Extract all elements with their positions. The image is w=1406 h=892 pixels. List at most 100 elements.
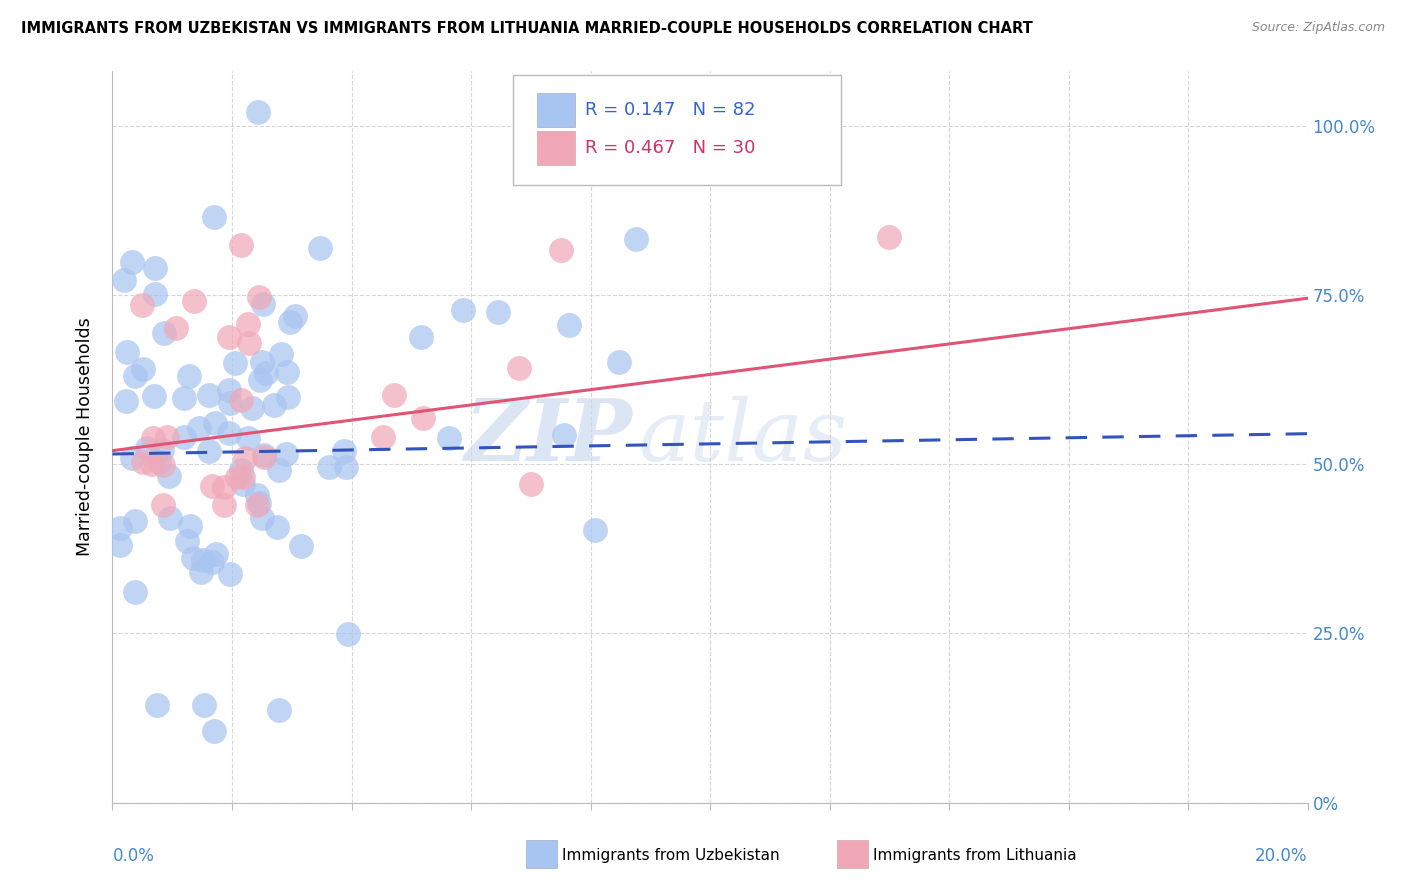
Point: [236, 317, 259, 331]
Point: [278, 315, 301, 329]
Point: [190, 566, 212, 580]
Point: [318, 460, 340, 475]
FancyBboxPatch shape: [537, 94, 575, 127]
Point: [254, 367, 277, 381]
Point: [201, 479, 224, 493]
Point: [173, 391, 195, 405]
Point: [250, 354, 273, 368]
Point: [232, 470, 254, 484]
Point: [333, 444, 356, 458]
Point: [276, 447, 298, 461]
Point: [409, 330, 432, 344]
Text: 20.0%: 20.0%: [1256, 847, 1308, 864]
Text: ZIP: ZIP: [464, 395, 633, 479]
Point: [336, 627, 359, 641]
Point: [879, 230, 901, 244]
Point: [373, 430, 395, 444]
Point: [218, 396, 240, 410]
Point: [253, 450, 276, 464]
Point: [232, 477, 254, 491]
Point: [148, 455, 170, 469]
FancyBboxPatch shape: [537, 131, 575, 165]
Point: [212, 480, 235, 494]
Point: [488, 305, 510, 319]
Point: [142, 389, 165, 403]
Point: [218, 426, 240, 441]
Text: Immigrants from Uzbekistan: Immigrants from Uzbekistan: [562, 848, 779, 863]
Point: [202, 724, 225, 739]
Point: [157, 469, 180, 483]
Point: [624, 232, 647, 246]
Point: [142, 431, 165, 445]
Point: [121, 451, 143, 466]
Point: [270, 347, 292, 361]
Point: [212, 498, 235, 512]
Point: [146, 698, 169, 713]
Point: [132, 361, 155, 376]
Point: [143, 286, 166, 301]
Point: [204, 416, 226, 430]
Point: [124, 585, 146, 599]
Point: [136, 441, 159, 455]
Point: [193, 698, 215, 713]
Point: [132, 454, 155, 468]
Point: [247, 496, 270, 510]
Point: [544, 105, 567, 120]
Text: R = 0.467   N = 30: R = 0.467 N = 30: [585, 139, 755, 157]
Text: Immigrants from Lithuania: Immigrants from Lithuania: [873, 848, 1076, 863]
Point: [382, 388, 405, 402]
Point: [247, 105, 270, 120]
Point: [236, 431, 259, 445]
Point: [225, 470, 247, 484]
Point: [247, 290, 270, 304]
Point: [115, 345, 138, 359]
Point: [202, 210, 225, 224]
Point: [152, 498, 174, 512]
Point: [453, 302, 475, 317]
Point: [284, 309, 307, 323]
Point: [114, 393, 136, 408]
Point: [263, 398, 285, 412]
Point: [201, 555, 224, 569]
Point: [277, 390, 299, 404]
Point: [108, 538, 131, 552]
Point: [198, 444, 221, 458]
Point: [520, 477, 543, 491]
Text: atlas: atlas: [638, 396, 848, 478]
Point: [124, 368, 146, 383]
Point: [229, 463, 252, 477]
Y-axis label: Married-couple Households: Married-couple Households: [76, 318, 94, 557]
Point: [124, 514, 146, 528]
Point: [141, 457, 163, 471]
Point: [176, 534, 198, 549]
Point: [183, 293, 205, 308]
Text: Source: ZipAtlas.com: Source: ZipAtlas.com: [1251, 21, 1385, 35]
Point: [309, 241, 332, 255]
Point: [143, 261, 166, 276]
Point: [553, 428, 575, 442]
FancyBboxPatch shape: [837, 840, 868, 868]
Point: [508, 361, 530, 376]
Point: [156, 430, 179, 444]
Point: [233, 450, 256, 465]
Point: [108, 521, 131, 535]
Point: [219, 566, 242, 581]
Point: [238, 336, 260, 351]
Point: [159, 511, 181, 525]
FancyBboxPatch shape: [526, 840, 557, 868]
Text: R = 0.147   N = 82: R = 0.147 N = 82: [585, 101, 755, 120]
Point: [607, 355, 630, 369]
Point: [269, 463, 291, 477]
Point: [231, 238, 253, 252]
Point: [218, 383, 240, 397]
Point: [179, 369, 201, 384]
Point: [173, 430, 195, 444]
Point: [276, 365, 298, 379]
Point: [224, 356, 246, 370]
Point: [335, 460, 357, 475]
Point: [198, 387, 221, 401]
Point: [191, 553, 214, 567]
Point: [252, 296, 274, 310]
Point: [412, 411, 434, 425]
Point: [269, 703, 291, 717]
